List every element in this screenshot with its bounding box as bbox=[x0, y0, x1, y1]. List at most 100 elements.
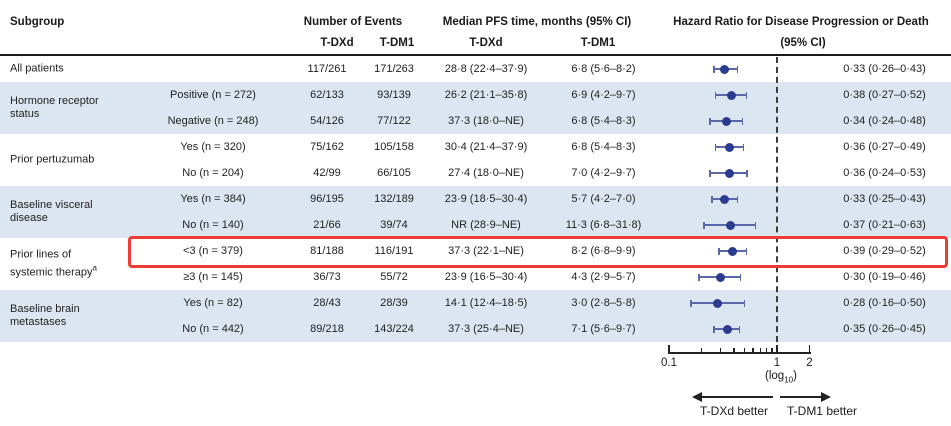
ci-cap-high bbox=[743, 299, 746, 307]
subheader-events-tdxd: T-DXd bbox=[320, 37, 354, 49]
hr-point-marker bbox=[712, 298, 722, 308]
table-row: No (n = 204) 42/99 66/105 27·4 (18·0–NE)… bbox=[0, 160, 951, 186]
subheader-pfs-tdm1: T-DM1 bbox=[580, 37, 616, 49]
hr-point-marker bbox=[728, 246, 738, 256]
ci-cap-high bbox=[754, 221, 757, 229]
events-tdm1-value: 28/39 bbox=[380, 297, 408, 309]
events-tdxd-value: 54/126 bbox=[310, 115, 344, 127]
axis-tick-label: 0.1 bbox=[661, 357, 677, 369]
subgroup-value: Yes (n = 384) bbox=[180, 193, 246, 205]
category-label: Prior pertuzumab bbox=[10, 153, 95, 166]
reference-line bbox=[776, 57, 778, 352]
axis-major-tick bbox=[776, 345, 778, 352]
ci-cap-low bbox=[711, 195, 713, 203]
events-tdxd-value: 96/195 bbox=[310, 193, 344, 205]
events-tdm1-value: 39/74 bbox=[380, 219, 408, 231]
hr-point-marker bbox=[721, 116, 731, 126]
hazard-ratio-value: 0·35 (0·26–0·45) bbox=[843, 323, 926, 335]
column-header-median-pfs: Median PFS time, months (95% CI) bbox=[442, 16, 632, 28]
median-pfs-tdm1-value: 6·8 (5·6–8·2) bbox=[571, 63, 636, 75]
ci-cap-high bbox=[742, 143, 745, 151]
median-pfs-tdm1-value: 7·0 (4·2–9·7) bbox=[571, 167, 636, 179]
table-row: Yes (n = 384) 96/195 132/189 23·9 (18·5–… bbox=[0, 186, 951, 212]
category-label: All patients bbox=[10, 62, 64, 75]
axis-tick-label: 1 bbox=[773, 357, 781, 369]
tdxd-better-arrow bbox=[692, 392, 773, 402]
column-header-number-of-events: Number of Events bbox=[303, 16, 403, 28]
column-header-subgroup: Subgroup bbox=[10, 16, 65, 28]
subgroup-value: Yes (n = 82) bbox=[183, 297, 243, 309]
table-row: Yes (n = 82) 28/43 28/39 14·1 (12·4–18·5… bbox=[0, 290, 951, 316]
axis-minor-tick bbox=[771, 348, 773, 352]
median-pfs-tdm1-value: 8·2 (6·8–9·9) bbox=[571, 245, 636, 257]
axis-minor-tick bbox=[752, 348, 754, 352]
events-tdxd-value: 62/133 bbox=[310, 89, 344, 101]
events-tdm1-value: 55/72 bbox=[380, 271, 408, 283]
median-pfs-tdm1-value: 6·8 (5·4–8·3) bbox=[571, 115, 636, 127]
axis-minor-tick bbox=[700, 348, 703, 352]
log-scale-label: (log10) bbox=[765, 370, 797, 385]
ci-cap-low bbox=[713, 65, 715, 73]
axis-minor-tick bbox=[719, 348, 722, 352]
category-label: Prior lines of systemic therapya bbox=[10, 248, 97, 279]
ci-cap-low bbox=[714, 143, 717, 151]
median-pfs-tdxd-value: 28·8 (22·4–37·9) bbox=[444, 63, 528, 75]
hr-point-marker bbox=[716, 272, 726, 282]
hazard-ratio-value: 0·28 (0·16–0·50) bbox=[843, 297, 926, 309]
ci-cap-low bbox=[698, 273, 700, 281]
axis-minor-tick bbox=[765, 348, 768, 352]
subgroup-value: Positive (n = 272) bbox=[170, 89, 256, 101]
subgroup-value: No (n = 204) bbox=[182, 167, 244, 179]
axis-tick-label: 2 bbox=[806, 357, 813, 369]
category-label: Baseline visceral disease bbox=[10, 199, 93, 224]
hazard-ratio-value: 0·38 (0·27–0·52) bbox=[843, 89, 926, 101]
median-pfs-tdxd-value: 23·9 (16·5–30·4) bbox=[444, 271, 528, 283]
subheader-events-tdm1: T-DM1 bbox=[379, 37, 415, 49]
table-row: Yes (n = 320) 75/162 105/158 30·4 (21·4–… bbox=[0, 134, 951, 160]
events-tdxd-value: 117/261 bbox=[307, 63, 347, 75]
events-tdxd-value: 36/73 bbox=[313, 271, 341, 283]
events-tdxd-value: 81/188 bbox=[310, 245, 344, 257]
median-pfs-tdxd-value: 37·3 (22·1–NE) bbox=[448, 245, 524, 257]
axis-major-tick bbox=[808, 345, 811, 352]
median-pfs-tdm1-value: 11·3 (6·8–31·8) bbox=[565, 219, 642, 231]
median-pfs-tdm1-value: 5·7 (4·2–7·0) bbox=[571, 193, 636, 205]
events-tdm1-value: 116/191 bbox=[374, 245, 414, 257]
column-header-hazard-ratio: Hazard Ratio for Disease Progression or … bbox=[673, 16, 929, 28]
tdxd-better-label: T-DXd better bbox=[699, 404, 769, 418]
category-label: Hormone receptor status bbox=[10, 95, 99, 120]
header-divider-line bbox=[0, 54, 951, 56]
hazard-ratio-value: 0·33 (0·25–0·43) bbox=[843, 193, 926, 205]
events-tdm1-value: 171/263 bbox=[374, 63, 414, 75]
hr-point-marker bbox=[724, 168, 734, 178]
median-pfs-tdm1-value: 7·1 (5·6–9·7) bbox=[571, 323, 636, 335]
table-row: ≥3 (n = 145) 36/73 55/72 23·9 (16·5–30·4… bbox=[0, 264, 951, 290]
table-row: Positive (n = 272) 62/133 93/139 26·2 (2… bbox=[0, 82, 951, 108]
ci-cap-high bbox=[746, 169, 748, 177]
ci-cap-low bbox=[718, 247, 720, 255]
median-pfs-tdm1-value: 6·8 (5·4–8·3) bbox=[571, 141, 636, 153]
hazard-ratio-value: 0·39 (0·29–0·52) bbox=[843, 245, 926, 257]
median-pfs-tdm1-value: 6·9 (4·2–9·7) bbox=[571, 89, 636, 101]
table-row: No (n = 140) 21/66 39/74 NR (28·9–NE) 11… bbox=[0, 212, 951, 238]
hr-point-marker bbox=[720, 194, 730, 204]
hr-point-marker bbox=[723, 324, 733, 334]
median-pfs-tdxd-value: 27·4 (18·0–NE) bbox=[448, 167, 524, 179]
ci-cap-low bbox=[713, 325, 715, 333]
ci-cap-low bbox=[703, 221, 705, 229]
axis-line bbox=[668, 352, 811, 354]
footnote-marker: a bbox=[92, 263, 97, 273]
hazard-ratio-value: 0·34 (0·24–0·48) bbox=[843, 115, 926, 127]
events-tdxd-value: 75/162 bbox=[310, 141, 344, 153]
hr-point-marker bbox=[720, 64, 730, 74]
subgroup-value: No (n = 140) bbox=[182, 219, 244, 231]
events-tdxd-value: 89/218 bbox=[310, 323, 344, 335]
axis-minor-tick bbox=[759, 348, 762, 352]
table-row: 117/261 171/263 28·8 (22·4–37·9) 6·8 (5·… bbox=[0, 56, 951, 82]
hr-point-marker bbox=[727, 90, 737, 100]
hazard-ratio-value: 0·36 (0·27–0·49) bbox=[843, 141, 926, 153]
hazard-ratio-value: 0·36 (0·24–0·53) bbox=[843, 167, 926, 179]
hazard-ratio-value: 0·30 (0·19–0·46) bbox=[843, 271, 926, 283]
